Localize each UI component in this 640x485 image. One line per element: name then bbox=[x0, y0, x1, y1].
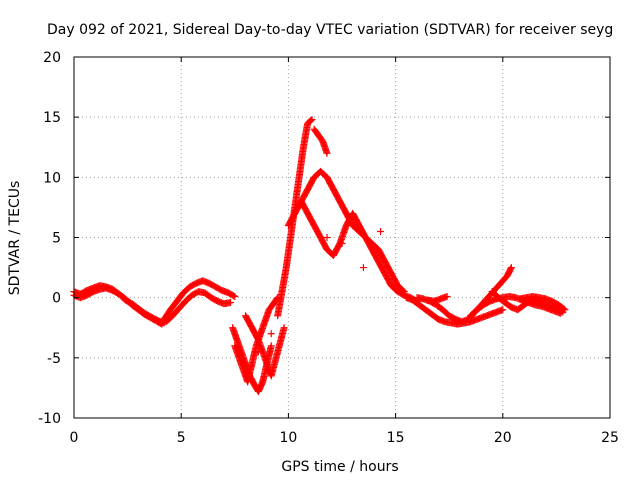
series-seg-p bbox=[488, 288, 567, 316]
series-seg-n bbox=[424, 292, 451, 305]
data-point-marker bbox=[499, 306, 507, 314]
x-axis-label: GPS time / hours bbox=[281, 459, 398, 475]
data-point-marker bbox=[561, 306, 569, 314]
x-tick-label: 0 bbox=[70, 430, 79, 446]
series-seg-outliers bbox=[254, 227, 385, 356]
series-seg-b bbox=[70, 284, 168, 327]
data-point-marker bbox=[280, 324, 288, 332]
x-tick-label: 20 bbox=[494, 430, 512, 446]
data-point-marker bbox=[227, 298, 235, 306]
data-layer bbox=[70, 116, 569, 396]
data-point-marker bbox=[560, 305, 568, 313]
y-tick-label: 5 bbox=[52, 231, 61, 247]
x-tick-label: 5 bbox=[177, 430, 186, 446]
data-point-marker bbox=[338, 240, 346, 248]
data-point-marker bbox=[507, 264, 515, 272]
series-seg-q bbox=[516, 292, 569, 314]
data-point-marker bbox=[254, 348, 262, 356]
data-point-marker bbox=[507, 265, 515, 273]
series-seg-l bbox=[402, 294, 507, 328]
data-point-marker bbox=[443, 292, 451, 300]
chart-title: Day 092 of 2021, Sidereal Day-to-day VTE… bbox=[47, 22, 613, 38]
y-tick-label: -5 bbox=[47, 351, 61, 367]
y-tick-label: -10 bbox=[38, 411, 61, 427]
x-tick-label: 10 bbox=[279, 430, 297, 446]
data-point-marker bbox=[323, 149, 331, 157]
y-axis-label: SDTVAR / TECUs bbox=[7, 181, 23, 296]
tick-layer bbox=[73, 56, 611, 419]
series-seg-j bbox=[297, 197, 421, 305]
series-seg-k bbox=[310, 125, 331, 157]
y-tick-label: 20 bbox=[43, 50, 61, 66]
data-point-marker bbox=[307, 116, 315, 124]
y-tick-label: 15 bbox=[43, 110, 61, 126]
y-tick-label: 0 bbox=[52, 291, 61, 307]
data-point-marker bbox=[308, 116, 316, 124]
x-tick-label: 15 bbox=[387, 430, 405, 446]
data-point-marker bbox=[377, 227, 385, 235]
tick-label-layer: 0 5 10 15 20 25 -10 -5 0 5 10 15 20 bbox=[38, 50, 619, 446]
data-point-marker bbox=[231, 292, 239, 300]
x-tick-label: 25 bbox=[601, 430, 619, 446]
data-point-marker bbox=[359, 264, 367, 272]
data-point-marker bbox=[323, 234, 331, 241]
data-point-marker bbox=[267, 330, 275, 338]
y-tick-label: 10 bbox=[43, 170, 61, 186]
series-seg-d bbox=[162, 288, 235, 326]
data-point-marker bbox=[230, 292, 238, 300]
data-point-marker bbox=[267, 342, 275, 350]
series-seg-g bbox=[242, 312, 288, 380]
